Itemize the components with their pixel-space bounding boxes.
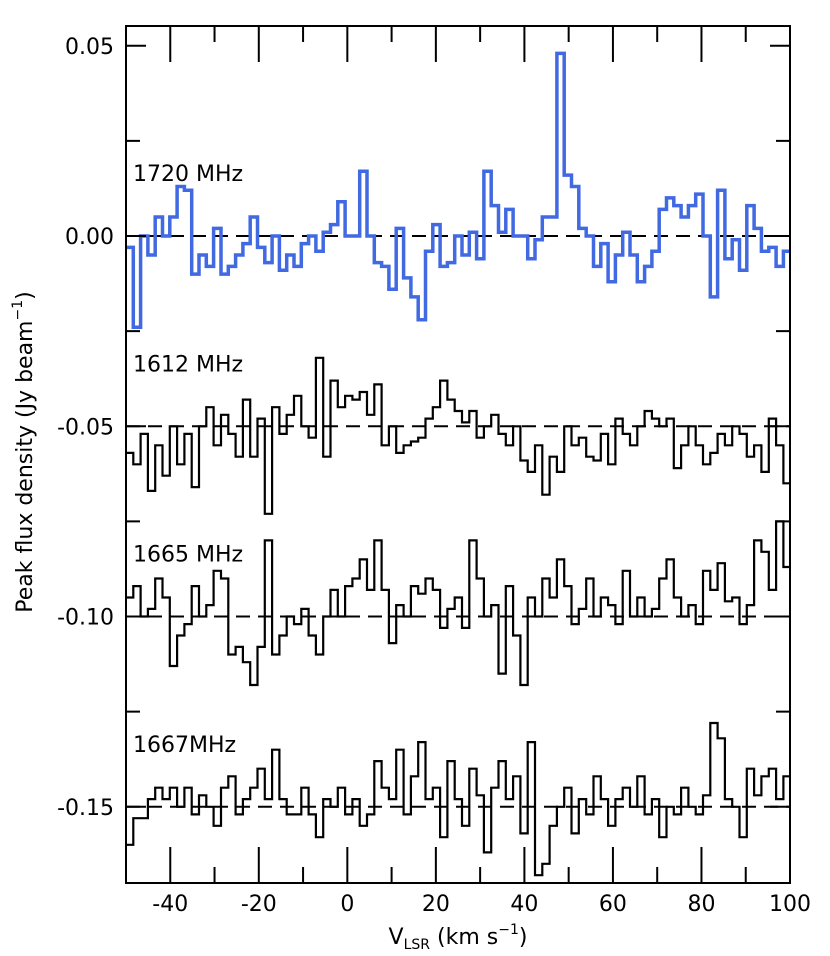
x-tick-label-6: 80 xyxy=(687,892,715,917)
series-label-3: 1667MHz xyxy=(133,733,236,758)
series-label-group: 1720 MHz 1612 MHz 1665 MHz 1667MHz xyxy=(133,162,243,758)
x-tick-label-0: -40 xyxy=(152,892,188,917)
x-tick-label-7: 100 xyxy=(769,892,811,917)
series-line-2 xyxy=(126,520,790,687)
series-label-0: 1720 MHz xyxy=(133,162,243,187)
x-tick-label-5: 60 xyxy=(599,892,627,917)
y-tick-label-0: 0.05 xyxy=(65,35,114,60)
series-label-2: 1665 MHz xyxy=(133,543,243,568)
x-tick-label-3: 20 xyxy=(422,892,450,917)
series-group xyxy=(126,51,790,877)
series-line-0 xyxy=(126,51,790,330)
baseline-group xyxy=(126,235,790,808)
y-tick-label-1: 0.00 xyxy=(65,225,114,250)
x-tick-label-4: 40 xyxy=(510,892,538,917)
y-axis-title: Peak flux density (Jy beam−1) xyxy=(10,291,38,612)
series-line-1 xyxy=(126,356,790,515)
series-label-1: 1612 MHz xyxy=(133,352,243,377)
y-tick-label-4: -0.15 xyxy=(57,796,114,821)
x-tick-label-1: -20 xyxy=(241,892,277,917)
tick-group xyxy=(125,26,791,883)
x-axis-title: VLSR (km s−1) xyxy=(389,922,528,953)
tick-label-group: -40 -20 0 20 40 60 80 100 0.05 0.00 -0.05 -0.10 -0.1… xyxy=(57,35,811,917)
series-line-3 xyxy=(126,721,790,877)
x-tick-label-2: 0 xyxy=(340,892,354,917)
y-tick-label-2: -0.05 xyxy=(57,415,114,440)
y-tick-label-3: -0.10 xyxy=(57,606,114,631)
plot-frame xyxy=(125,25,791,884)
